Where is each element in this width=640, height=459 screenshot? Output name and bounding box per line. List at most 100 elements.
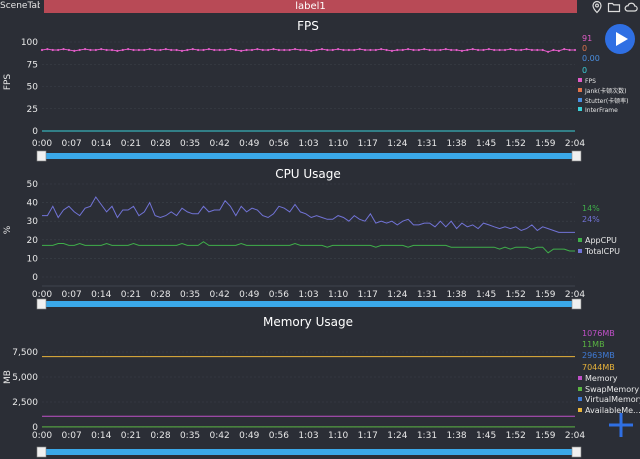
x-tick-label: 0:28 — [150, 139, 170, 149]
x-tick-label: 0:00 — [32, 431, 52, 441]
plus-icon — [609, 413, 633, 437]
fps-point — [563, 48, 566, 51]
x-tick-label: 2:04 — [565, 139, 585, 149]
cloud-icon[interactable] — [624, 0, 638, 14]
fps-point — [94, 48, 97, 52]
legend-swatch — [578, 376, 582, 380]
current-value: 14% — [582, 204, 600, 213]
folder-icon[interactable] — [607, 0, 621, 14]
x-tick-label: 1:03 — [298, 290, 318, 300]
fps-point — [218, 48, 221, 52]
current-value: 0.00 — [582, 54, 600, 63]
series-line — [41, 48, 575, 53]
fps-point — [100, 48, 103, 51]
fps-point — [143, 48, 146, 52]
fps-point — [110, 48, 114, 52]
x-tick-label: 1:17 — [358, 290, 378, 300]
fps-point — [337, 48, 340, 51]
legend-entry: AppCPU — [585, 236, 617, 245]
fps-point — [62, 48, 65, 51]
location-pin-icon[interactable] — [590, 0, 604, 14]
x-tick-label: 1:52 — [506, 139, 526, 149]
x-tick-label: 1:59 — [535, 290, 555, 300]
fps-point — [105, 48, 108, 52]
slider-handle-right[interactable] — [571, 150, 582, 162]
slider-handle-left[interactable] — [36, 446, 47, 458]
time-range-slider[interactable] — [42, 301, 575, 307]
legend-entry: TotalCPU — [584, 247, 620, 256]
y-tick-label: 100 — [21, 38, 38, 48]
x-tick-label: 1:10 — [328, 431, 348, 441]
fps-point — [153, 48, 157, 52]
top-bar: SceneTab label1 — [0, 0, 640, 14]
fps-point — [487, 48, 490, 51]
slider-handle-right[interactable] — [571, 446, 582, 458]
x-tick-label: 1:38 — [446, 431, 466, 441]
x-tick-label: 1:24 — [387, 431, 407, 441]
fps-point — [428, 48, 431, 52]
fps-point — [482, 48, 485, 52]
fps-point — [234, 48, 237, 52]
fps-point — [476, 48, 480, 52]
current-value: 7044MB — [582, 363, 615, 372]
fps-point — [83, 48, 87, 51]
x-tick-label: 1:31 — [417, 431, 437, 441]
add-button[interactable] — [606, 410, 636, 440]
legend-entry: FPS — [585, 78, 596, 85]
slider-handle-right[interactable] — [571, 298, 582, 310]
fps-point — [304, 48, 307, 52]
current-value: 2963MB — [582, 351, 615, 360]
y-tick-label: 2,500 — [12, 398, 38, 408]
x-tick-label: 0:28 — [150, 431, 170, 441]
legend-entry: Stutter(卡顿率) — [585, 97, 629, 105]
chart-title: FPS — [297, 19, 319, 33]
current-value: 0 — [582, 66, 587, 75]
scene-tab[interactable]: SceneTab — [0, 1, 40, 11]
fps-point — [326, 48, 329, 52]
x-tick-label: 1:38 — [446, 139, 466, 149]
x-tick-label: 0:14 — [91, 139, 111, 149]
x-tick-label: 1:45 — [476, 431, 496, 441]
x-tick-label: 1:17 — [358, 431, 378, 441]
x-tick-label: 0:42 — [210, 290, 230, 300]
play-button[interactable] — [605, 24, 635, 54]
time-range-slider[interactable] — [42, 449, 575, 455]
x-tick-label: 1:45 — [476, 290, 496, 300]
fps-point — [159, 48, 162, 52]
fps-point — [498, 48, 501, 52]
y-axis-label: % — [3, 225, 13, 234]
x-tick-label: 1:03 — [298, 139, 318, 149]
x-tick-label: 1:17 — [358, 139, 378, 149]
fps-point — [347, 48, 350, 52]
fps-point — [240, 49, 243, 53]
x-tick-label: 0:00 — [32, 139, 52, 149]
y-axis-label: MB — [3, 370, 13, 384]
y-tick-label: 50 — [27, 83, 39, 93]
fps-point — [358, 48, 361, 51]
y-tick-label: 25 — [27, 105, 38, 115]
y-tick-label: 40 — [27, 199, 39, 209]
x-tick-label: 1:31 — [417, 139, 437, 149]
y-tick-label: 0 — [32, 127, 38, 137]
fps-point — [407, 48, 410, 51]
fps-point — [374, 48, 377, 52]
fps-point — [509, 48, 512, 51]
fps-point — [132, 48, 135, 52]
legend-swatch — [578, 408, 582, 412]
fps-point — [202, 48, 205, 52]
fps-point — [256, 48, 259, 51]
time-range-slider[interactable] — [42, 153, 575, 159]
slider-handle-left[interactable] — [36, 150, 47, 162]
x-tick-label: 1:52 — [506, 290, 526, 300]
fps-point — [137, 48, 141, 52]
slider-handle-left[interactable] — [36, 298, 47, 310]
x-tick-label: 0:56 — [269, 290, 289, 300]
fps-point — [186, 48, 189, 52]
x-tick-label: 1:59 — [535, 139, 555, 149]
fps-point — [363, 48, 367, 52]
fps-point — [116, 49, 119, 53]
fps-point — [288, 48, 291, 52]
chart-title: Memory Usage — [263, 315, 353, 329]
y-tick-label: 50 — [27, 180, 39, 190]
fps-point — [390, 49, 394, 53]
